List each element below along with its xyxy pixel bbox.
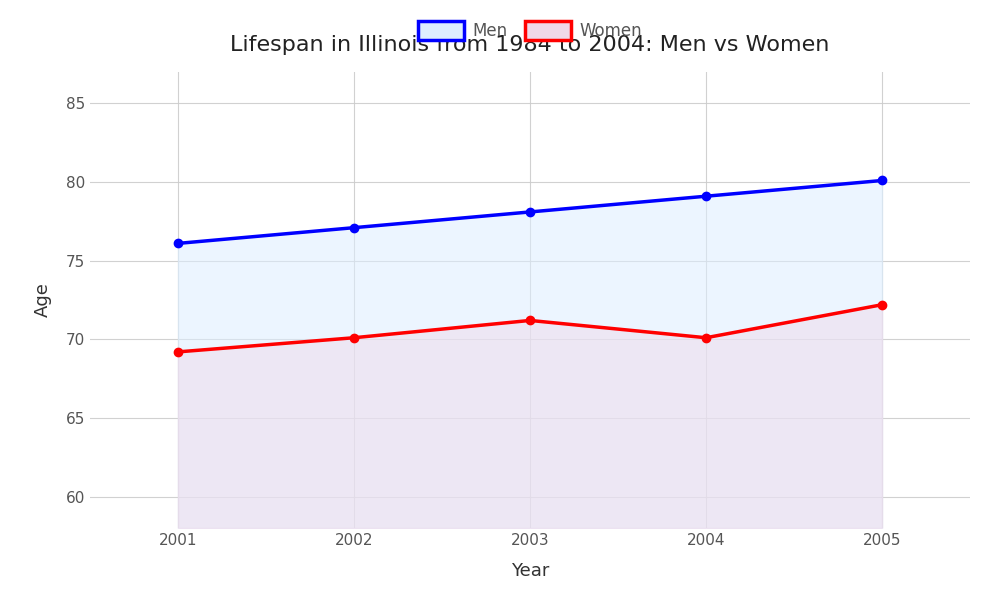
- Legend: Men, Women: Men, Women: [418, 21, 642, 40]
- X-axis label: Year: Year: [511, 562, 549, 580]
- Y-axis label: Age: Age: [34, 283, 52, 317]
- Title: Lifespan in Illinois from 1984 to 2004: Men vs Women: Lifespan in Illinois from 1984 to 2004: …: [230, 35, 830, 55]
